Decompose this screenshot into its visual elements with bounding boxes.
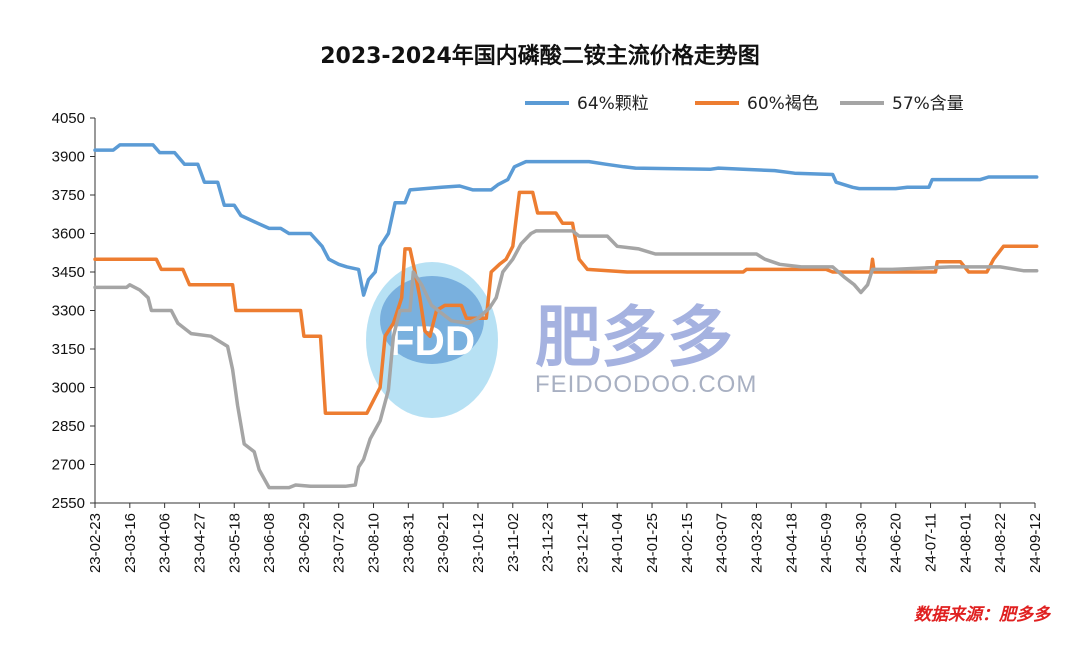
x-tick-label: 24-01-04 — [609, 513, 626, 573]
x-tick-label: 23-10-12 — [470, 513, 487, 573]
x-tick-label: 24-05-30 — [853, 513, 870, 573]
chart-title: 2023-2024年国内磷酸二铵主流价格走势图 — [320, 44, 760, 69]
x-tick-label: 23-04-27 — [191, 513, 208, 573]
legend-label: 60%褐色 — [747, 94, 819, 114]
x-tick-label: 24-01-25 — [644, 513, 661, 573]
x-tick-label: 24-07-11 — [923, 513, 940, 572]
x-tick-label: 23-05-18 — [226, 513, 243, 573]
y-tick-label: 3300 — [52, 303, 85, 320]
y-tick-label: 3600 — [52, 226, 85, 243]
x-tick-label: 24-08-01 — [957, 513, 974, 573]
x-tick-label: 23-08-31 — [400, 513, 417, 573]
x-tick-label: 23-11-23 — [540, 513, 557, 572]
axes: 2550 2700 2850 3000 3150 3300 3450 3600 3750 3900… — [52, 110, 1044, 573]
y-tick-label: 3000 — [52, 380, 85, 397]
series-line-2 — [93, 190, 1039, 415]
x-tick-label: 23-03-16 — [122, 513, 139, 573]
x-tick-label: 23-02-23 — [87, 513, 104, 573]
y-tick-label: 2850 — [52, 418, 85, 435]
watermark-cn: 肥多多 — [535, 299, 733, 376]
watermark-logo-inner-icon — [380, 276, 484, 364]
y-tick-label: 3150 — [52, 341, 85, 358]
x-tick-label: 23-06-29 — [296, 513, 313, 573]
y-tick-label: 2550 — [52, 495, 85, 512]
watermark-en: FEIDOODOO.COM — [535, 371, 757, 398]
x-tick-label: 24-09-12 — [1027, 513, 1044, 573]
x-tick-label: 23-08-10 — [366, 513, 383, 573]
y-tick-label: 3750 — [52, 187, 85, 204]
y-tick-label: 2700 — [52, 457, 85, 474]
legend-label: 64%颗粒 — [577, 94, 649, 114]
watermark: FDD 肥多多 FEIDOODOO.COM — [366, 262, 757, 418]
x-tick-label: 24-04-18 — [783, 513, 800, 573]
x-tick-label: 24-08-22 — [992, 513, 1009, 573]
legend-label: 57%含量 — [892, 94, 964, 114]
x-tick-label: 23-09-21 — [435, 513, 452, 573]
x-tick-label: 24-05-09 — [818, 513, 835, 573]
y-tick-label: 4050 — [52, 110, 85, 127]
series-line-1 — [93, 143, 1039, 297]
series-line-3 — [93, 229, 1039, 490]
y-tick-label: 3450 — [52, 264, 85, 281]
x-tick-label: 24-02-15 — [679, 513, 696, 573]
x-tick-label: 24-03-07 — [714, 513, 731, 573]
x-tick-label: 24-03-28 — [748, 513, 765, 573]
series-layer — [93, 143, 1039, 490]
x-tick-label: 23-12-14 — [574, 513, 591, 573]
x-tick-label: 23-06-08 — [261, 513, 278, 573]
x-tick-label: 23-07-20 — [331, 513, 348, 573]
x-tick-label: 23-04-06 — [157, 513, 174, 573]
source-note: 数据来源：肥多多 — [914, 605, 1050, 625]
y-tick-label: 3900 — [52, 149, 85, 166]
x-tick-label: 24-06-20 — [888, 513, 905, 573]
legend: 64%颗粒 60%褐色 57%含量 — [525, 94, 964, 114]
x-tick-label: 23-11-02 — [505, 513, 522, 572]
